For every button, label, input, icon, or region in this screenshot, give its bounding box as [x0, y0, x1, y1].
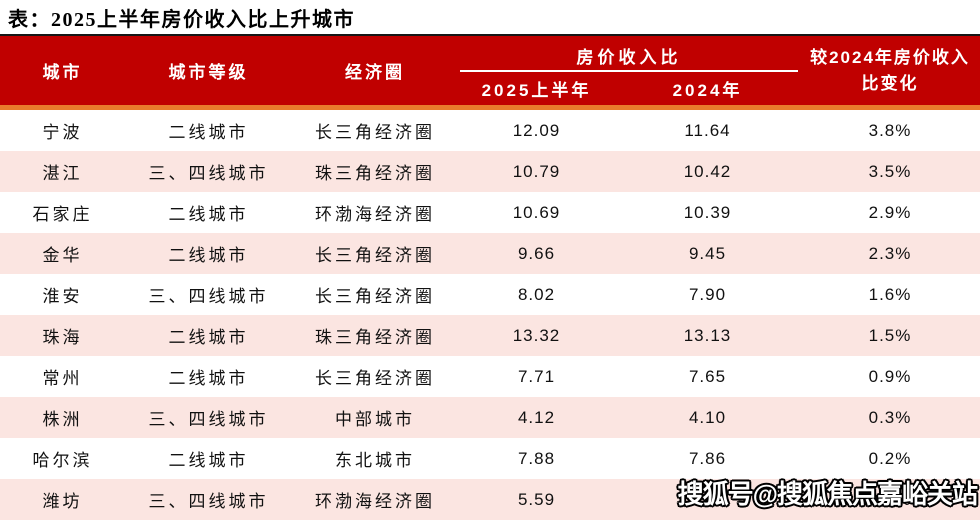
cell-circle: 长三角经济圈	[315, 123, 435, 142]
cell-ratio-2025h1: 8.02	[517, 284, 556, 304]
cell-ratio-2024: 4.10	[688, 407, 727, 427]
col-header-2024: 2024年	[672, 81, 743, 100]
table-row: 哈尔滨 二线城市 东北城市 7.88 7.86 0.2%	[0, 438, 980, 479]
cell-circle: 长三角经济圈	[315, 287, 435, 306]
cell-ratio-2025h1: 10.69	[512, 202, 561, 222]
cell-tier: 三、四线城市	[148, 410, 269, 429]
cell-ratio-2024: 9.45	[688, 243, 727, 263]
cell-tier: 二线城市	[168, 123, 249, 142]
cell-circle: 环渤海经济圈	[315, 205, 435, 224]
watermark: 搜狐号@搜狐焦点嘉峪关站	[677, 479, 978, 509]
cell-tier: 二线城市	[168, 328, 249, 347]
table-row: 株洲 三、四线城市 中部城市 4.12 4.10 0.3%	[0, 397, 980, 438]
table-row: 淮安 三、四线城市 长三角经济圈 8.02 7.90 1.6%	[0, 274, 980, 315]
cell-ratio-2024: 7.90	[688, 284, 727, 304]
page-title: 表：2025上半年房价收入比上升城市	[8, 8, 355, 31]
cell-change: 3.5%	[868, 161, 912, 181]
col-header-change-line2: 比变化	[861, 73, 919, 93]
cell-circle: 长三角经济圈	[315, 369, 435, 388]
cell-city: 常州	[42, 369, 83, 388]
table-row: 珠海 二线城市 珠三角经济圈 13.32 13.13 1.5%	[0, 315, 980, 356]
cell-change: 0.3%	[868, 407, 912, 427]
cell-change: 1.6%	[868, 284, 912, 304]
cell-city: 株洲	[42, 410, 83, 429]
col-header-city: 城市	[42, 63, 83, 82]
cell-tier: 三、四线城市	[148, 492, 269, 511]
col-header-change: 较2024年房价收入 比变化	[800, 36, 980, 105]
table-row: 金华 二线城市 长三角经济圈 9.66 9.45 2.3%	[0, 233, 980, 274]
cell-circle: 珠三角经济圈	[315, 164, 435, 183]
col-header-2025h1: 2025上半年	[481, 81, 592, 100]
cell-tier: 二线城市	[168, 205, 249, 224]
cell-ratio-2025h1: 12.09	[512, 120, 561, 140]
cell-tier: 三、四线城市	[148, 287, 269, 306]
cell-circle: 长三角经济圈	[315, 246, 435, 265]
header-divider	[0, 105, 980, 110]
cell-ratio-2025h1: 7.71	[517, 366, 556, 386]
cell-city: 湛江	[42, 164, 83, 183]
col-header-tier: 城市等级	[168, 63, 249, 82]
cell-city: 潍坊	[42, 492, 83, 511]
col-header-ratio-group: 房价收入比	[460, 36, 798, 72]
table-row: 宁波 二线城市 长三角经济圈 12.09 11.64 3.8%	[0, 110, 980, 151]
cell-change: 0.2%	[868, 448, 912, 468]
cell-ratio-2024: 7.86	[688, 448, 727, 468]
cell-ratio-2024: 13.13	[683, 325, 732, 345]
cell-ratio-2025h1: 13.32	[512, 325, 561, 345]
cell-change: 2.3%	[868, 243, 912, 263]
table-row: 湛江 三、四线城市 珠三角经济圈 10.79 10.42 3.5%	[0, 151, 980, 192]
table-row: 常州 二线城市 长三角经济圈 7.71 7.65 0.9%	[0, 356, 980, 397]
table-body: 宁波 二线城市 长三角经济圈 12.09 11.64 3.8% 湛江 三、四线城…	[0, 110, 980, 520]
cell-ratio-2024: 10.39	[683, 202, 732, 222]
cell-change: 1.5%	[868, 325, 912, 345]
cell-tier: 三、四线城市	[148, 164, 269, 183]
cell-circle: 中部城市	[335, 410, 415, 429]
cell-ratio-2024: 10.42	[683, 161, 732, 181]
cell-tier: 二线城市	[168, 451, 249, 470]
ratio-subheader-row: 2025上半年 2024年	[458, 72, 800, 105]
table-row: 石家庄 二线城市 环渤海经济圈 10.69 10.39 2.9%	[0, 192, 980, 233]
cell-ratio-2025h1: 5.59	[517, 489, 556, 509]
cell-city: 珠海	[42, 328, 83, 347]
cell-circle: 东北城市	[335, 451, 415, 470]
cell-city: 金华	[42, 246, 83, 265]
cell-circle: 环渤海经济圈	[315, 492, 435, 511]
cell-change: 0.9%	[868, 366, 912, 386]
col-header-circle: 经济圈	[345, 63, 405, 82]
cell-city: 宁波	[42, 123, 83, 142]
cell-ratio-2025h1: 7.88	[517, 448, 556, 468]
cell-change: 3.8%	[868, 120, 912, 140]
table-top-border	[0, 34, 980, 36]
col-header-change-line1: 较2024年房价收入	[810, 48, 970, 67]
cell-ratio-2024: 5.58	[688, 489, 727, 509]
cell-ratio-2025h1: 10.79	[512, 161, 561, 181]
table-row: 潍坊 三、四线城市 环渤海经济圈 5.59 5.58 0.2%	[0, 479, 980, 520]
cell-ratio-2024: 7.65	[688, 366, 727, 386]
cell-city: 石家庄	[32, 205, 93, 224]
cell-ratio-2024: 11.64	[684, 120, 731, 140]
table-header: 城市 城市等级 经济圈 房价收入比 2025上半年 2024年 较2024年房价…	[0, 36, 980, 105]
cell-city: 淮安	[42, 287, 83, 306]
housing-price-income-table: 城市 城市等级 经济圈 房价收入比 2025上半年 2024年 较2024年房价…	[0, 34, 980, 520]
cell-change: 2.9%	[868, 202, 912, 222]
cell-circle: 珠三角经济圈	[315, 328, 435, 347]
cell-tier: 二线城市	[168, 369, 249, 388]
cell-ratio-2025h1: 4.12	[517, 407, 556, 427]
cell-city: 哈尔滨	[32, 451, 93, 470]
cell-tier: 二线城市	[168, 246, 249, 265]
col-group-ratio: 房价收入比 2025上半年 2024年	[458, 36, 800, 105]
cell-change: 0.2%	[868, 489, 912, 509]
cell-ratio-2025h1: 9.66	[517, 243, 556, 263]
